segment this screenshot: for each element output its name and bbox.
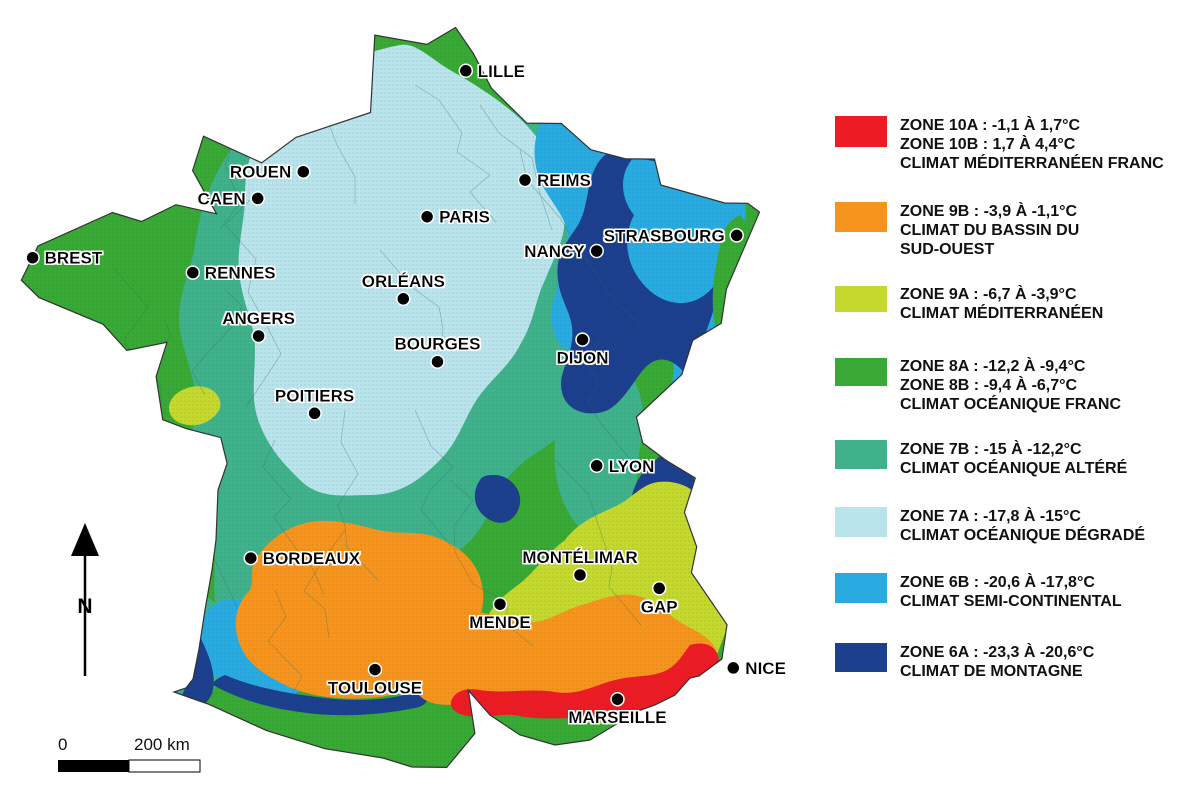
svg-text:BREST: BREST	[45, 249, 103, 268]
svg-text:POITIERS: POITIERS	[275, 386, 354, 405]
svg-text:CLIMAT SEMI-CONTINENTAL: CLIMAT SEMI-CONTINENTAL	[900, 593, 1122, 610]
svg-text:ANGERS: ANGERS	[222, 309, 295, 328]
svg-text:ZONE 10B : 1,7 À 4,4°C: ZONE 10B : 1,7 À 4,4°C	[900, 134, 1076, 153]
svg-text:LILLE: LILLE	[478, 62, 525, 81]
svg-text:BOURGES: BOURGES	[395, 335, 481, 354]
svg-text:ZONE 9B : -3,9 À -1,1°C: ZONE 9B : -3,9 À -1,1°C	[900, 201, 1078, 220]
svg-text:CLIMAT MÉDITERRANÉEN FRANC: CLIMAT MÉDITERRANÉEN FRANC	[900, 153, 1164, 172]
svg-text:GAP: GAP	[641, 597, 678, 616]
svg-text:CLIMAT DE MONTAGNE: CLIMAT DE MONTAGNE	[900, 663, 1083, 680]
svg-text:ZONE 9A : -6,7 À -3,9°C: ZONE 9A : -6,7 À -3,9°C	[900, 284, 1077, 303]
svg-text:TOULOUSE: TOULOUSE	[328, 679, 422, 698]
svg-text:PARIS: PARIS	[439, 208, 490, 227]
svg-text:200 km: 200 km	[134, 735, 190, 754]
svg-text:MARSEILLE: MARSEILLE	[568, 708, 666, 727]
svg-text:MENDE: MENDE	[469, 613, 530, 632]
svg-text:CLIMAT OCÉANIQUE DÉGRADÉ: CLIMAT OCÉANIQUE DÉGRADÉ	[900, 525, 1145, 544]
svg-text:ROUEN: ROUEN	[230, 163, 291, 182]
svg-text:BORDEAUX: BORDEAUX	[263, 549, 361, 568]
svg-text:RENNES: RENNES	[205, 264, 276, 283]
svg-text:ZONE 7B : -15 À -12,2°C: ZONE 7B : -15 À -12,2°C	[900, 439, 1082, 458]
svg-text:NANCY: NANCY	[524, 242, 585, 261]
svg-text:CAEN: CAEN	[198, 189, 246, 208]
svg-text:MONTÉLIMAR: MONTÉLIMAR	[522, 548, 637, 567]
svg-text:ZONE 6B : -20,6 À -17,8°C: ZONE 6B : -20,6 À -17,8°C	[900, 572, 1095, 591]
svg-text:LYON: LYON	[609, 457, 655, 476]
svg-text:N: N	[77, 595, 92, 618]
svg-text:ORLÉANS: ORLÉANS	[362, 272, 445, 291]
svg-text:ZONE 10A : -1,1 À 1,7°C: ZONE 10A : -1,1 À 1,7°C	[900, 115, 1081, 134]
svg-text:SUD-OUEST: SUD-OUEST	[900, 241, 994, 258]
svg-text:ZONE 8B : -9,4 À -6,7°C: ZONE 8B : -9,4 À -6,7°C	[900, 375, 1078, 394]
svg-text:STRASBOURG: STRASBOURG	[604, 226, 725, 245]
svg-text:ZONE 7A : -17,8 À -15°C: ZONE 7A : -17,8 À -15°C	[900, 506, 1081, 525]
svg-text:CLIMAT OCÉANIQUE ALTÉRÉ: CLIMAT OCÉANIQUE ALTÉRÉ	[900, 458, 1128, 477]
svg-text:DIJON: DIJON	[557, 349, 609, 368]
svg-text:0: 0	[58, 735, 67, 754]
svg-text:REIMS: REIMS	[537, 171, 591, 190]
svg-text:NICE: NICE	[745, 659, 786, 678]
svg-text:ZONE 6A : -23,3 À -20,6°C: ZONE 6A : -23,3 À -20,6°C	[900, 642, 1095, 661]
svg-text:CLIMAT MÉDITERRANÉEN: CLIMAT MÉDITERRANÉEN	[900, 303, 1103, 322]
svg-text:CLIMAT OCÉANIQUE FRANC: CLIMAT OCÉANIQUE FRANC	[900, 394, 1121, 413]
svg-text:ZONE 8A : -12,2 À -9,4°C: ZONE 8A : -12,2 À -9,4°C	[900, 356, 1086, 375]
svg-text:CLIMAT DU BASSIN DU: CLIMAT DU BASSIN DU	[900, 222, 1079, 239]
